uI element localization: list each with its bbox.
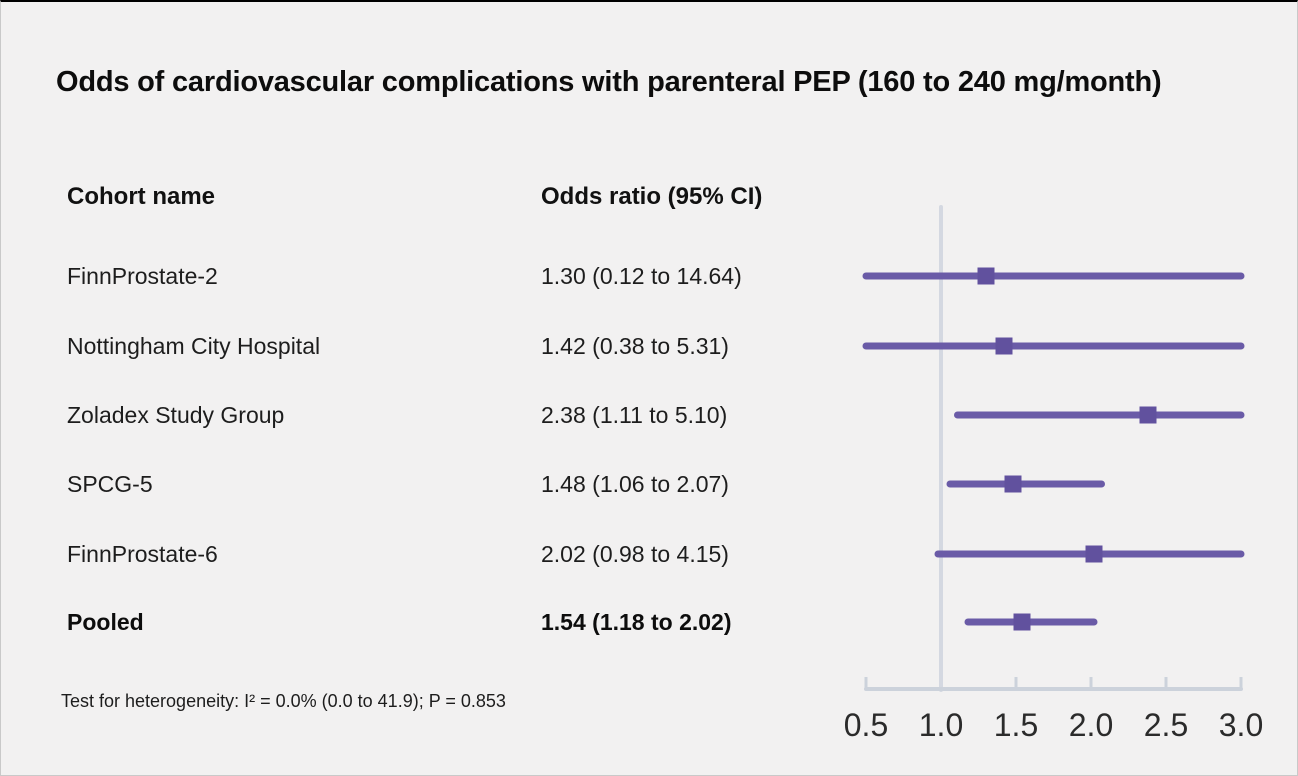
or-marker bbox=[977, 267, 995, 285]
odds-ratio-cell: 1.48 (1.06 to 2.07) bbox=[541, 471, 729, 497]
odds-ratio-cell: 1.54 (1.18 to 2.02) bbox=[541, 609, 732, 635]
x-axis-tick-label: 2.5 bbox=[1143, 707, 1189, 743]
cohort-name-cell: Zoladex Study Group bbox=[67, 402, 285, 428]
odds-ratio-cell: 2.38 (1.11 to 5.10) bbox=[541, 402, 728, 428]
cohort-name-cell: FinnProstate-2 bbox=[67, 263, 218, 289]
x-axis-tick-label: 3.0 bbox=[1218, 707, 1264, 743]
chart-title: Odds of cardiovascular complications wit… bbox=[56, 66, 1162, 98]
cohort-name-cell: SPCG-5 bbox=[67, 471, 153, 497]
x-axis-tick-label: 0.5 bbox=[843, 707, 889, 743]
cohort-name-cell: Nottingham City Hospital bbox=[67, 333, 321, 359]
x-axis-tick-label: 1.5 bbox=[993, 707, 1039, 743]
odds-ratio-cell: 2.02 (0.98 to 4.15) bbox=[541, 541, 729, 567]
or-marker bbox=[995, 337, 1013, 355]
odds-ratio-column-header: Odds ratio (95% CI) bbox=[541, 183, 763, 210]
or-marker bbox=[1013, 613, 1031, 631]
cohort-name-cell: FinnProstate-6 bbox=[67, 541, 218, 567]
cohort-column-header: Cohort name bbox=[67, 183, 216, 210]
or-marker bbox=[1085, 545, 1103, 563]
cohort-name-cell: Pooled bbox=[67, 609, 144, 635]
x-axis-tick-label: 1.0 bbox=[918, 707, 964, 743]
or-marker bbox=[1004, 475, 1022, 493]
odds-ratio-cell: 1.42 (0.38 to 5.31) bbox=[541, 333, 729, 359]
or-marker bbox=[1139, 406, 1157, 424]
x-axis-tick-label: 2.0 bbox=[1068, 707, 1114, 743]
heterogeneity-note: Test for heterogeneity: I² = 0.0% (0.0 t… bbox=[61, 691, 506, 711]
odds-ratio-cell: 1.30 (0.12 to 14.64) bbox=[541, 263, 742, 289]
